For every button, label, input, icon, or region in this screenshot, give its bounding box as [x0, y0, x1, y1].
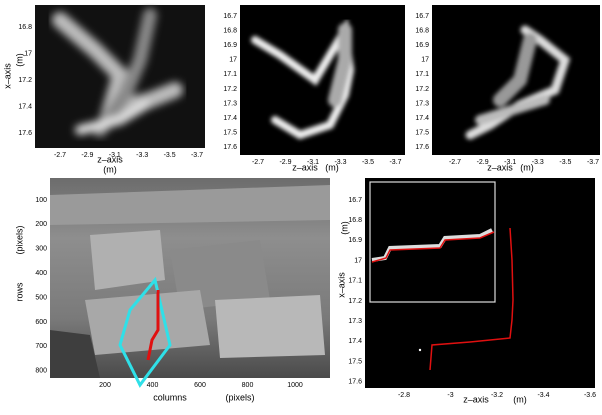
x-tick-label: 600 [194, 382, 206, 389]
x-tick-label: 1000 [287, 382, 303, 389]
photo [50, 178, 330, 385]
x-axis-label: z–axis [97, 154, 123, 164]
y-tick-label: 16.8 [223, 27, 237, 34]
y-tick-label: 17.4 [18, 103, 32, 110]
y-tick-label: 16.8 [18, 24, 32, 31]
y-tick-label: 17.1 [348, 278, 362, 285]
y-tick-label: 17.2 [18, 77, 32, 84]
y-tick-label: 17.4 [223, 115, 237, 122]
x-tick-label: -3.2 [491, 392, 503, 399]
y-tick-label: 17.5 [223, 130, 237, 137]
y-tick-label: 16.9 [348, 237, 362, 244]
figure: -2.7-2.9-3.1-3.3-3.5-3.716.81717.217.417… [0, 0, 602, 410]
x-tick-label: -2.9 [81, 152, 93, 159]
y-tick-label: 300 [35, 246, 47, 253]
x-tick-label: -3.5 [164, 152, 176, 159]
x-tick-label: -2.7 [449, 159, 461, 166]
x-tick-label: 400 [147, 382, 159, 389]
y-axis-unit: (m) [14, 53, 24, 67]
y-tick-label: 17.5 [348, 358, 362, 365]
y-tick-label: 17.2 [415, 86, 429, 93]
y-tick-label: 700 [35, 343, 47, 350]
x-axis-label: columns [153, 392, 187, 402]
y-tick-label: 600 [35, 319, 47, 326]
x-axis-unit: (m) [520, 162, 534, 172]
y-tick-label: 17.6 [415, 144, 429, 151]
y-tick-label: 17 [421, 57, 429, 64]
y-tick-label: 17 [229, 57, 237, 64]
y-tick-label: 17.2 [348, 298, 362, 305]
x-tick-label: -3.5 [362, 159, 374, 166]
y-axis-unit: (m) [339, 221, 349, 235]
x-axis-label: z–axis [463, 394, 489, 404]
x-axis-unit: (m) [103, 164, 117, 174]
y-tick-label: 17.4 [348, 338, 362, 345]
y-axis-label: x–axis [2, 63, 12, 89]
x-axis-label: z–axis [487, 162, 513, 172]
y-tick-label: 100 [35, 197, 47, 204]
y-axis-label: x–axis [336, 272, 346, 298]
x-tick-label: -3.3 [136, 152, 148, 159]
x-axis-unit: (pixels) [225, 392, 254, 402]
y-tick-label: 17.3 [415, 100, 429, 107]
x-tick-label: -2.9 [279, 159, 291, 166]
y-axis-label: rows [14, 282, 24, 302]
y-tick-label: 400 [35, 270, 47, 277]
x-axis-unit: (m) [325, 162, 339, 172]
y-tick-label: 17.4 [415, 115, 429, 122]
x-tick-label: -3.7 [587, 159, 599, 166]
y-tick-label: 17.6 [223, 144, 237, 151]
x-tick-label: 200 [99, 382, 111, 389]
y-tick-label: 17.1 [223, 71, 237, 78]
y-tick-label: 17 [354, 257, 362, 264]
x-tick-label: -3.7 [191, 152, 203, 159]
x-tick-label: -2.8 [398, 392, 410, 399]
y-tick-label: 17 [24, 50, 32, 57]
y-tick-label: 17.3 [348, 318, 362, 325]
y-tick-label: 17.3 [223, 100, 237, 107]
x-tick-label: -3.7 [389, 159, 401, 166]
y-tick-label: 17.5 [415, 130, 429, 137]
y-tick-label: 16.8 [415, 27, 429, 34]
y-tick-label: 16.9 [223, 42, 237, 49]
y-tick-label: 16.7 [223, 13, 237, 20]
y-tick-label: 17.1 [415, 71, 429, 78]
x-tick-label: -3 [447, 392, 453, 399]
heatmap-2 [240, 5, 405, 155]
x-tick-label: -3.6 [584, 392, 596, 399]
y-tick-label: 16.8 [348, 217, 362, 224]
y-tick-label: 17.2 [223, 86, 237, 93]
y-axis-unit: (pixels) [14, 225, 24, 254]
heatmap-3 [432, 5, 600, 155]
trajectory-plot [365, 178, 595, 388]
x-tick-label: -2.7 [252, 159, 264, 166]
x-tick-label: -3.5 [559, 159, 571, 166]
x-axis-label: z–axis [292, 162, 318, 172]
y-tick-label: 800 [35, 368, 47, 375]
y-tick-label: 200 [35, 221, 47, 228]
y-tick-label: 17.6 [18, 130, 32, 137]
x-axis-unit: (m) [513, 394, 527, 404]
y-tick-label: 16.9 [415, 42, 429, 49]
y-tick-label: 16.7 [415, 13, 429, 20]
y-tick-label: 500 [35, 294, 47, 301]
y-tick-label: 16.7 [348, 197, 362, 204]
y-tick-label: 17.6 [348, 379, 362, 386]
x-tick-label: -2.7 [54, 152, 66, 159]
heatmap-1 [35, 5, 205, 148]
x-tick-label: 800 [242, 382, 254, 389]
x-tick-label: -3.4 [537, 392, 549, 399]
